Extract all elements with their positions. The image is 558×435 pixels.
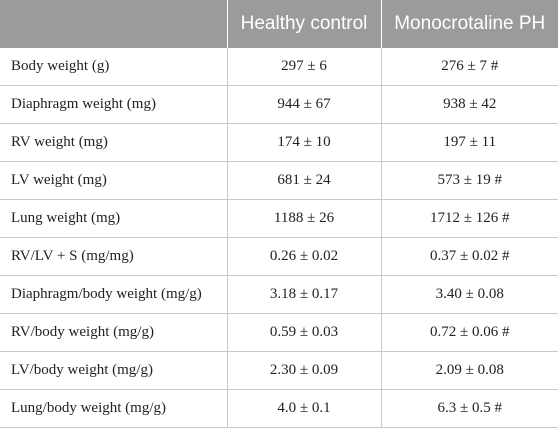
header-cell-monocrotaline-ph: Monocrotaline PH	[380, 0, 558, 48]
ph-value: 197 ± 11	[380, 123, 558, 162]
table-header: Healthy control Monocrotaline PH	[0, 0, 558, 48]
ph-value: 0.72 ± 0.06 #	[380, 313, 558, 352]
ph-value: 938 ± 42	[380, 85, 558, 124]
row-label: Diaphragm/body weight (mg/g)	[0, 275, 227, 314]
header-cell-healthy-control: Healthy control	[226, 0, 381, 48]
healthy-value: 297 ± 6	[226, 48, 381, 86]
row-label: LV weight (mg)	[0, 161, 227, 200]
ph-value: 3.40 ± 0.08	[380, 275, 558, 314]
table-row: LV weight (mg) 681 ± 24 573 ± 19 #	[0, 161, 558, 200]
healthy-value: 3.18 ± 0.17	[226, 275, 381, 314]
header-row: Healthy control Monocrotaline PH	[0, 0, 558, 48]
healthy-value: 1188 ± 26	[226, 199, 381, 238]
table-row: Diaphragm weight (mg) 944 ± 67 938 ± 42	[0, 85, 558, 124]
row-label: RV/LV + S (mg/mg)	[0, 237, 227, 276]
healthy-value: 0.59 ± 0.03	[226, 313, 381, 352]
healthy-value: 681 ± 24	[226, 161, 381, 200]
row-label: Lung/body weight (mg/g)	[0, 389, 227, 428]
ph-value: 573 ± 19 #	[380, 161, 558, 200]
ph-value: 6.3 ± 0.5 #	[380, 389, 558, 428]
ph-value: 1712 ± 126 #	[380, 199, 558, 238]
table-body: Body weight (g) 297 ± 6 276 ± 7 # Diaphr…	[0, 48, 558, 428]
table-row: RV/LV + S (mg/mg) 0.26 ± 0.02 0.37 ± 0.0…	[0, 237, 558, 276]
row-label: RV/body weight (mg/g)	[0, 313, 227, 352]
healthy-value: 0.26 ± 0.02	[226, 237, 381, 276]
row-label: Lung weight (mg)	[0, 199, 227, 238]
table-row: RV/body weight (mg/g) 0.59 ± 0.03 0.72 ±…	[0, 313, 558, 352]
healthy-value: 4.0 ± 0.1	[226, 389, 381, 428]
table-row: Diaphragm/body weight (mg/g) 3.18 ± 0.17…	[0, 275, 558, 314]
healthy-value: 2.30 ± 0.09	[226, 351, 381, 390]
table-row: Body weight (g) 297 ± 6 276 ± 7 #	[0, 48, 558, 86]
row-label: LV/body weight (mg/g)	[0, 351, 227, 390]
row-label: RV weight (mg)	[0, 123, 227, 162]
healthy-value: 174 ± 10	[226, 123, 381, 162]
ph-value: 2.09 ± 0.08	[380, 351, 558, 390]
table-row: Lung weight (mg) 1188 ± 26 1712 ± 126 #	[0, 199, 558, 238]
table-row: RV weight (mg) 174 ± 10 197 ± 11	[0, 123, 558, 162]
row-label: Body weight (g)	[0, 48, 227, 86]
healthy-value: 944 ± 67	[226, 85, 381, 124]
ph-value: 0.37 ± 0.02 #	[380, 237, 558, 276]
table-row: Lung/body weight (mg/g) 4.0 ± 0.1 6.3 ± …	[0, 389, 558, 428]
row-label: Diaphragm weight (mg)	[0, 85, 227, 124]
table-row: LV/body weight (mg/g) 2.30 ± 0.09 2.09 ±…	[0, 351, 558, 390]
ph-value: 276 ± 7 #	[380, 48, 558, 86]
header-cell-blank	[0, 0, 227, 48]
